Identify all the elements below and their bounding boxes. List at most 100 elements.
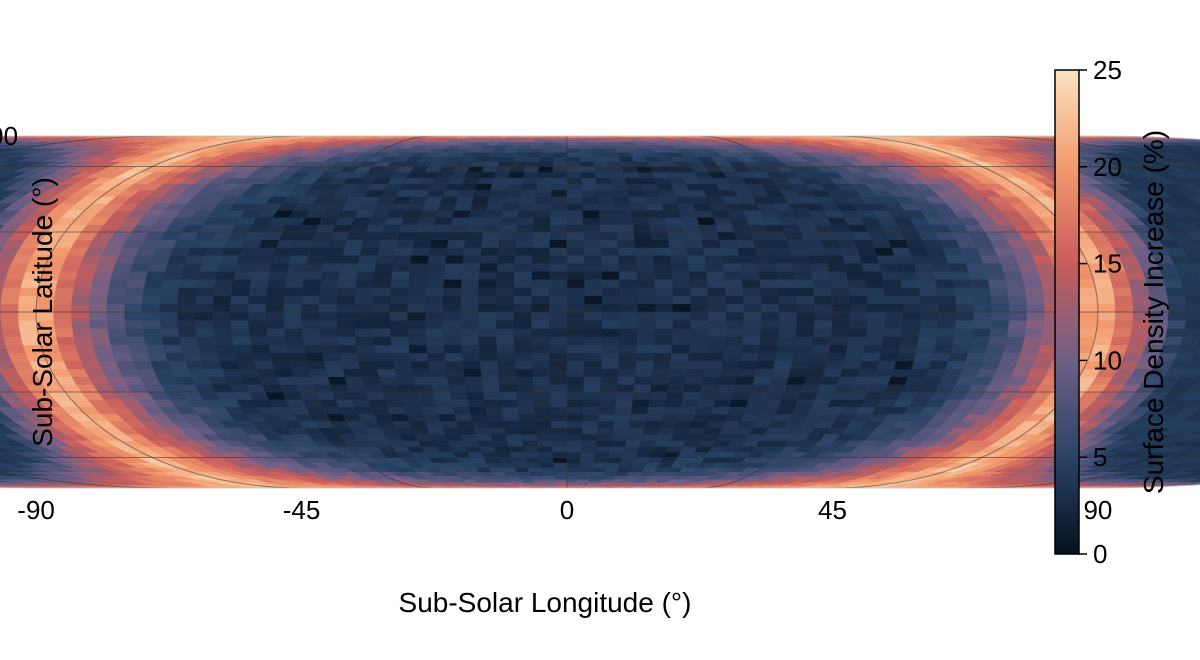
heatmap-cell xyxy=(601,254,620,264)
heatmap-cell xyxy=(336,311,356,321)
heatmap-cell xyxy=(509,451,526,458)
heatmap-cell xyxy=(601,295,621,305)
heatmap-cell xyxy=(323,360,344,370)
heatmap-cell xyxy=(124,303,143,313)
heatmap-cell xyxy=(268,344,289,354)
heatmap-cell xyxy=(125,328,145,337)
heatmap-cell xyxy=(495,451,513,458)
heatmap-cell xyxy=(488,152,505,157)
heatmap-cell xyxy=(110,344,131,354)
heatmap-cell xyxy=(619,344,638,354)
heatmap-cell xyxy=(424,420,444,428)
heatmap-cell xyxy=(320,336,340,346)
heatmap-cell xyxy=(673,189,692,197)
heatmap-cell xyxy=(432,177,451,184)
heatmap-cell xyxy=(950,270,971,280)
heatmap-cell xyxy=(614,413,632,422)
heatmap-cell xyxy=(902,319,922,329)
heatmap-cell xyxy=(91,336,112,346)
heatmap-cell xyxy=(778,295,798,305)
heatmap-cell xyxy=(581,427,599,435)
heatmap-cell xyxy=(758,270,778,280)
heatmap-cell xyxy=(725,311,745,321)
heatmap-cell xyxy=(582,209,600,218)
heatmap-cell xyxy=(500,399,519,408)
heatmap-cell xyxy=(579,156,595,162)
heatmap-cell xyxy=(534,209,552,218)
heatmap-cell xyxy=(582,413,600,422)
heatmap-cell xyxy=(679,406,698,415)
heatmap-cell xyxy=(284,336,305,346)
heatmap-cell xyxy=(918,287,939,296)
heatmap-cell xyxy=(522,171,539,178)
heatmap-cell xyxy=(440,420,459,428)
heatmap-cell xyxy=(503,471,520,477)
heatmap-cell xyxy=(708,202,729,211)
heatmap-cell xyxy=(606,161,623,167)
heatmap-cell xyxy=(566,336,585,346)
heatmap-cell xyxy=(653,352,673,362)
heatmap-cell xyxy=(655,303,674,313)
heatmap-cell xyxy=(525,161,541,167)
heatmap-cell xyxy=(771,247,792,256)
heatmap-cell xyxy=(484,399,503,408)
heatmap-cell xyxy=(842,360,863,370)
heatmap-cell xyxy=(335,399,356,408)
heatmap-cell xyxy=(450,399,470,408)
heatmap-cell xyxy=(336,295,356,305)
heatmap-cell xyxy=(278,231,300,240)
heatmap-cell xyxy=(795,287,815,296)
heatmap-cell xyxy=(419,406,439,415)
heatmap-cell xyxy=(283,303,303,313)
heatmap-cell xyxy=(628,196,647,204)
heatmap-cell xyxy=(380,231,401,240)
heatmap-cell xyxy=(301,311,320,321)
heatmap-cell xyxy=(814,303,833,313)
heatmap-cell xyxy=(519,141,535,146)
heatmap-cell xyxy=(219,254,241,264)
heatmap-cell xyxy=(408,270,428,280)
heatmap-cell xyxy=(790,360,811,370)
heatmap-cell xyxy=(532,247,551,256)
heatmap-cell xyxy=(661,413,680,422)
heatmap-cell xyxy=(720,247,740,256)
heatmap-cell xyxy=(794,278,814,288)
heatmap-cell xyxy=(520,189,537,197)
heatmap-cell xyxy=(610,177,627,184)
heatmap-cell xyxy=(349,391,370,400)
heatmap-cell xyxy=(654,295,674,305)
heatmap-cell xyxy=(159,319,179,329)
heatmap-cell xyxy=(460,295,480,305)
heatmap-cell xyxy=(475,433,493,441)
heatmap-cell xyxy=(566,278,585,288)
heatmap-cell xyxy=(3,336,24,346)
heatmap-cell xyxy=(935,278,955,288)
heatmap-cell xyxy=(501,406,520,415)
heatmap-cell xyxy=(478,336,498,346)
heatmap-cell xyxy=(290,368,312,377)
heatmap-cell xyxy=(202,360,223,370)
heatmap-cell xyxy=(566,262,585,272)
heatmap-cell xyxy=(496,270,515,280)
heatmap-cell xyxy=(636,278,656,288)
heatmap-cell xyxy=(583,224,601,233)
heatmap-cell xyxy=(293,376,314,385)
heatmap-cell xyxy=(614,209,633,218)
heatmap-cell xyxy=(552,171,568,178)
heatmap-cell xyxy=(690,420,710,428)
heatmap-cell xyxy=(390,328,409,337)
heatmap-cell xyxy=(600,231,619,240)
heatmap-cell xyxy=(618,254,637,264)
heatmap-cell xyxy=(365,391,386,400)
heatmap-cell xyxy=(89,295,109,305)
heatmap-cell xyxy=(566,189,583,197)
heatmap-cell xyxy=(663,209,682,218)
heatmap-cell xyxy=(635,451,653,458)
heatmap-cell xyxy=(112,262,134,272)
heatmap-cell xyxy=(599,224,618,233)
heatmap-cell xyxy=(159,303,179,313)
heatmap-cell xyxy=(468,406,488,415)
heatmap-cell xyxy=(351,399,372,408)
heatmap-cell xyxy=(566,368,585,377)
heatmap-cell xyxy=(535,189,553,197)
